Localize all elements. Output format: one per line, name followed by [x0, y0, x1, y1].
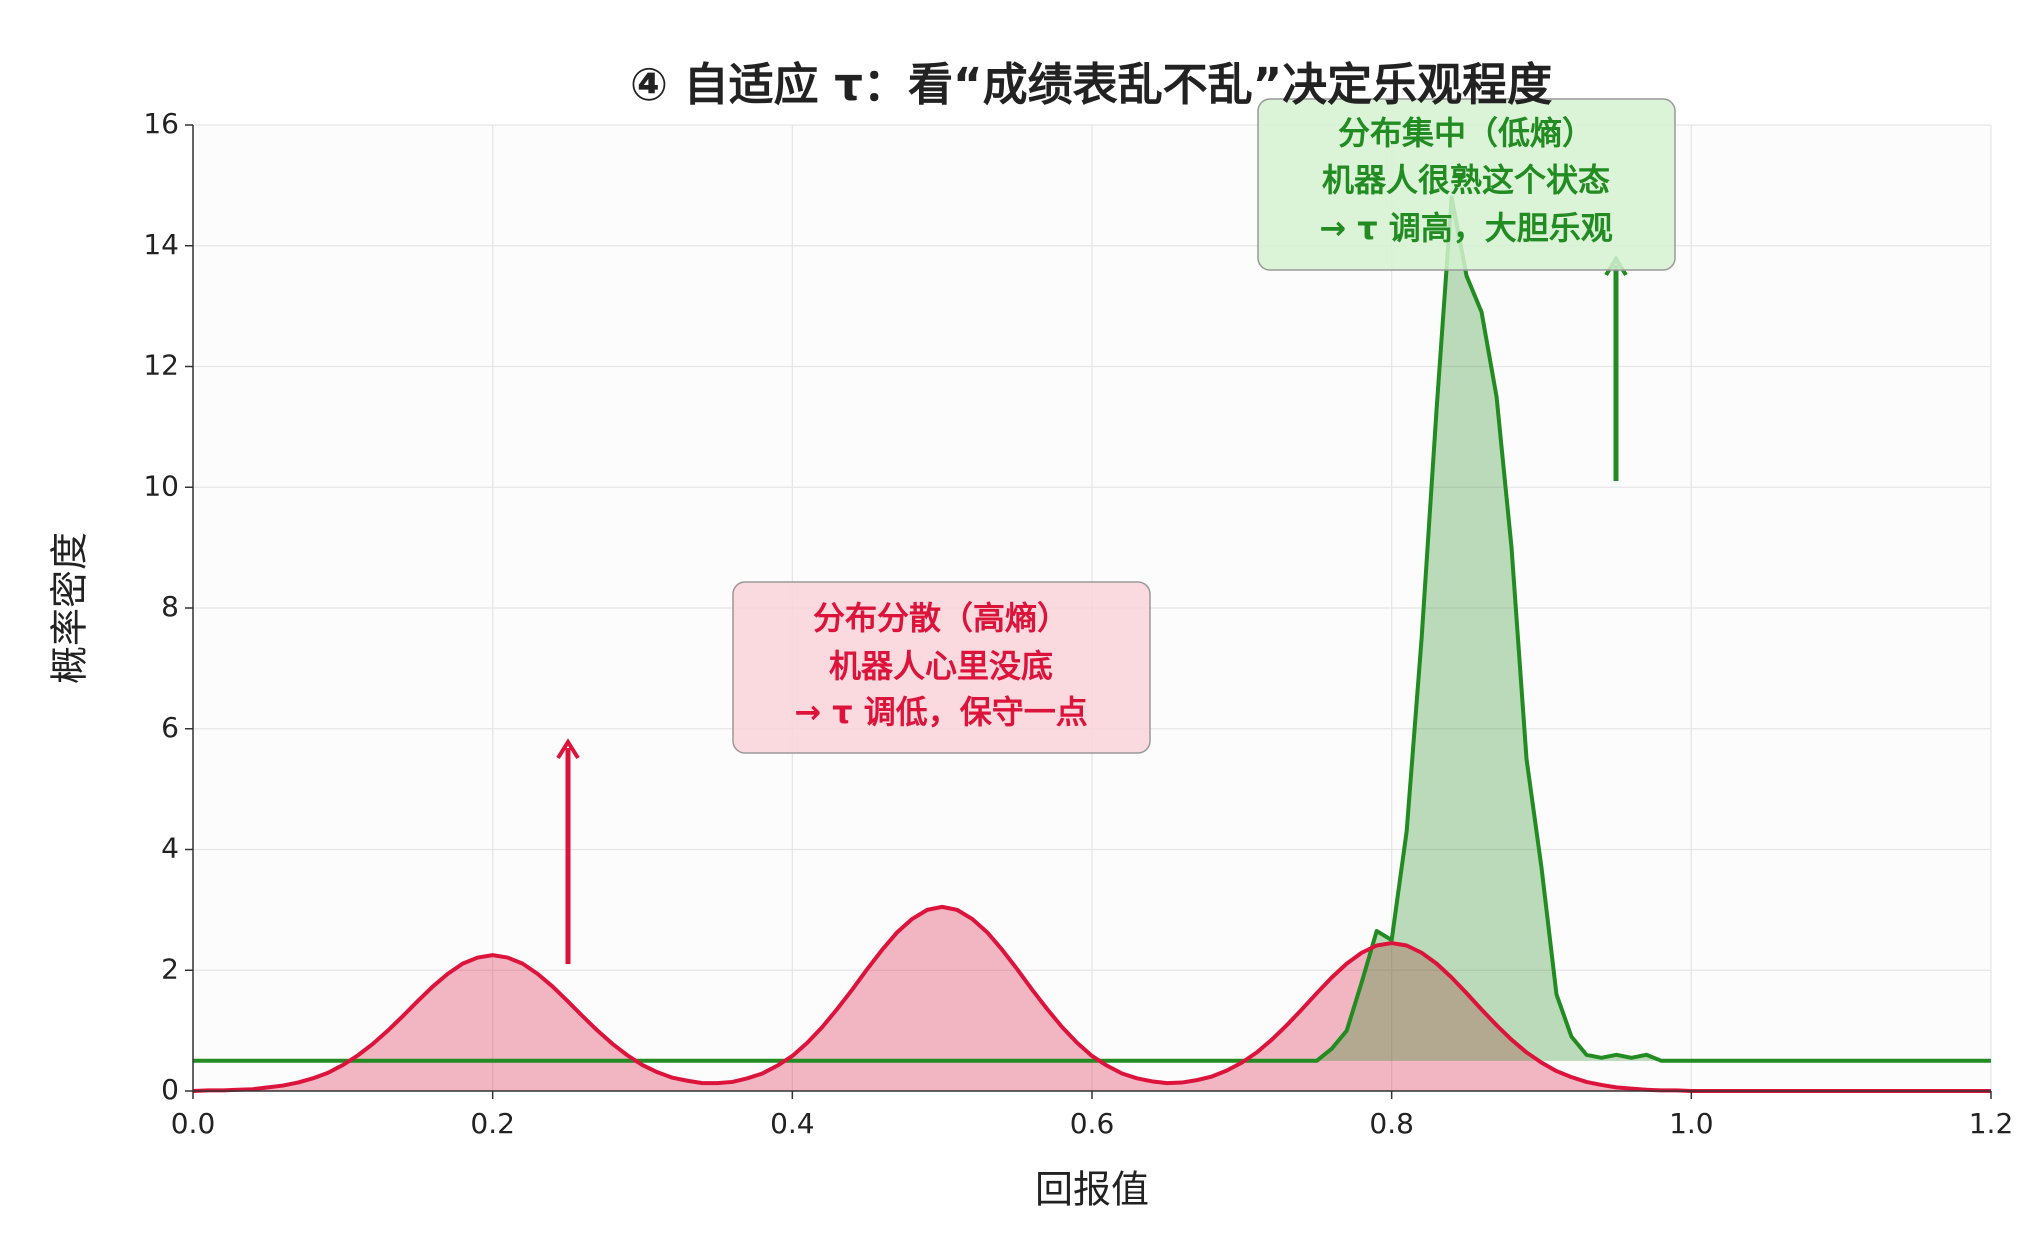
- annotation-text: → τ 调低，保守一点: [794, 693, 1088, 731]
- x-tick-label: 1.2: [1969, 1107, 2014, 1140]
- y-tick-label: 16: [143, 107, 179, 140]
- y-tick-label: 10: [143, 469, 179, 502]
- y-axis-label: 概率密度: [48, 532, 92, 684]
- chart-title: ④ 自适应 τ：看“成绩表乱不乱”决定乐观程度: [630, 58, 1552, 111]
- x-tick-label: 1.0: [1669, 1107, 1714, 1140]
- annotation-text: 机器人很熟这个状态: [1322, 161, 1610, 199]
- annotation-text: 机器人心里没底: [829, 647, 1053, 685]
- x-tick-label: 0.0: [171, 1107, 216, 1140]
- x-tick-label: 0.4: [770, 1107, 815, 1140]
- y-tick-label: 12: [143, 349, 179, 382]
- y-tick-label: 8: [161, 590, 179, 623]
- y-tick-label: 0: [161, 1073, 179, 1106]
- annotation-text: 分布集中（低熵）: [1338, 114, 1594, 152]
- y-tick-label: 4: [161, 832, 179, 865]
- annotation-text: 分布分散（高熵）: [813, 599, 1069, 637]
- annotations: 分布分散（高熵） 机器人心里没底 → τ 调低，保守一点 分布集中（低熵） 机器人很熟这…: [556, 98, 1676, 964]
- annotation-text: → τ 调高，大胆乐观: [1319, 209, 1613, 247]
- axes: 0 2 4 6 8 10 12 14 16 0.0 0.2 0.4 0.6 0.8 1.0 1.2: [143, 107, 2013, 1140]
- y-tick-label: 14: [143, 228, 179, 261]
- series-area: [193, 906, 1991, 1091]
- y-tick-label: 6: [161, 711, 179, 744]
- x-tick-label: 0.8: [1369, 1107, 1414, 1140]
- annotation-box: [1257, 98, 1676, 271]
- annotation-arrowhead: [556, 738, 580, 760]
- x-tick-label: 0.2: [470, 1107, 515, 1140]
- y-tick-label: 2: [161, 952, 179, 985]
- series-line: [193, 195, 1991, 1063]
- annotation-box: [732, 581, 1151, 754]
- x-tick-label: 0.6: [1070, 1107, 1115, 1140]
- x-axis-label: 回报值: [1035, 1168, 1149, 1212]
